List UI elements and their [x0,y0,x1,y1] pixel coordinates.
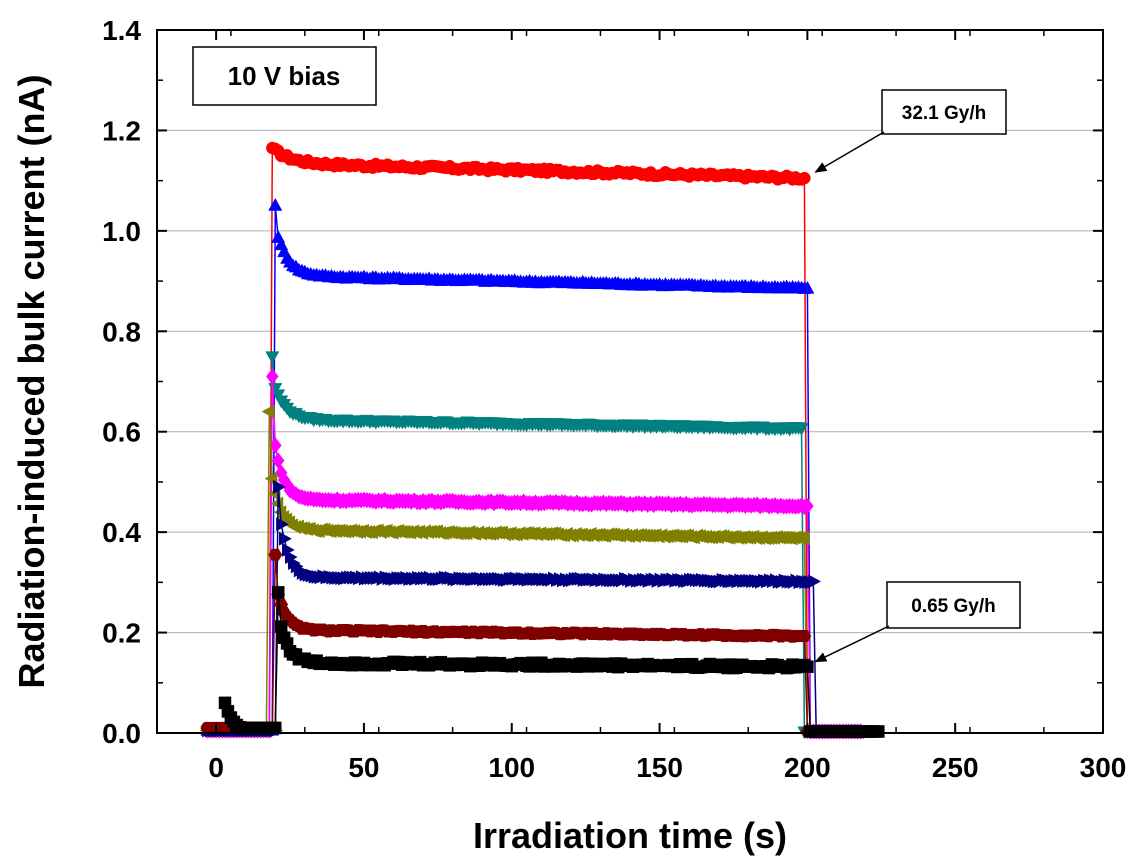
y-tick-label: 1.0 [102,216,141,247]
annotation-low-dose-rate: 0.65 Gy/h [814,581,1021,663]
grid-lines [157,129,1103,634]
data-point [276,517,289,532]
data-point [801,497,814,515]
data-point [273,479,286,495]
y-tick-label: 0.8 [102,316,141,347]
x-tick-label: 0 [208,752,224,783]
axis-tick-labels: 0.0 0.2 0.4 0.6 0.8 1.0 1.2 1.4 0 50 100 150 200 250 3… [102,15,1126,783]
x-tick-label: 250 [932,752,979,783]
inset-label: 10 V bias [228,61,341,91]
annotation-label: 0.65 Gy/h [911,596,996,617]
x-tick-label: 100 [488,752,535,783]
data-point [271,452,285,469]
series-square [218,586,885,738]
data-point [271,586,285,599]
y-tick-label: 0.0 [102,718,141,749]
data-point [798,171,811,185]
x-tick-label: 300 [1080,752,1127,783]
series-triangle-down [200,351,871,740]
data-point [794,423,809,436]
annotation-arrow [814,131,885,173]
annotation-high-dose-rate: 32.1 Gy/h [814,89,1007,173]
series-triangle-right [202,479,875,739]
data-point [265,368,279,385]
data-point [268,548,283,561]
data-point [265,351,280,365]
data-point [796,531,810,546]
series-layer [199,141,885,740]
x-tick-label: 50 [348,752,379,783]
data-point [872,725,885,738]
x-axis-title: Irradiation time (s) [473,815,787,856]
data-point [261,404,275,419]
y-tick-label: 1.2 [102,115,141,146]
x-tick-label: 200 [784,752,831,783]
data-point [279,531,292,546]
y-tick-label: 0.2 [102,618,141,649]
y-tick-label: 0.6 [102,417,141,448]
y-axis-title: Radiation-induced bulk current (nA) [11,74,52,688]
data-point [801,660,814,673]
x-tick-label: 150 [636,752,683,783]
axis-ticks [156,29,1104,734]
series-line [207,147,864,733]
data-point [797,630,812,643]
data-point [268,197,283,211]
annotation-label: 32.1 Gy/h [902,103,987,124]
inset-label-box: 10 V bias [192,46,377,106]
y-tick-label: 1.4 [102,15,141,46]
data-point [800,280,815,294]
series-diamond [200,368,867,740]
y-tick-label: 0.4 [102,517,141,548]
data-point [808,574,822,589]
annotation-arrow [814,625,890,663]
annotations: 32.1 Gy/h 0.65 Gy/h [814,89,1021,663]
data-point [274,620,288,633]
